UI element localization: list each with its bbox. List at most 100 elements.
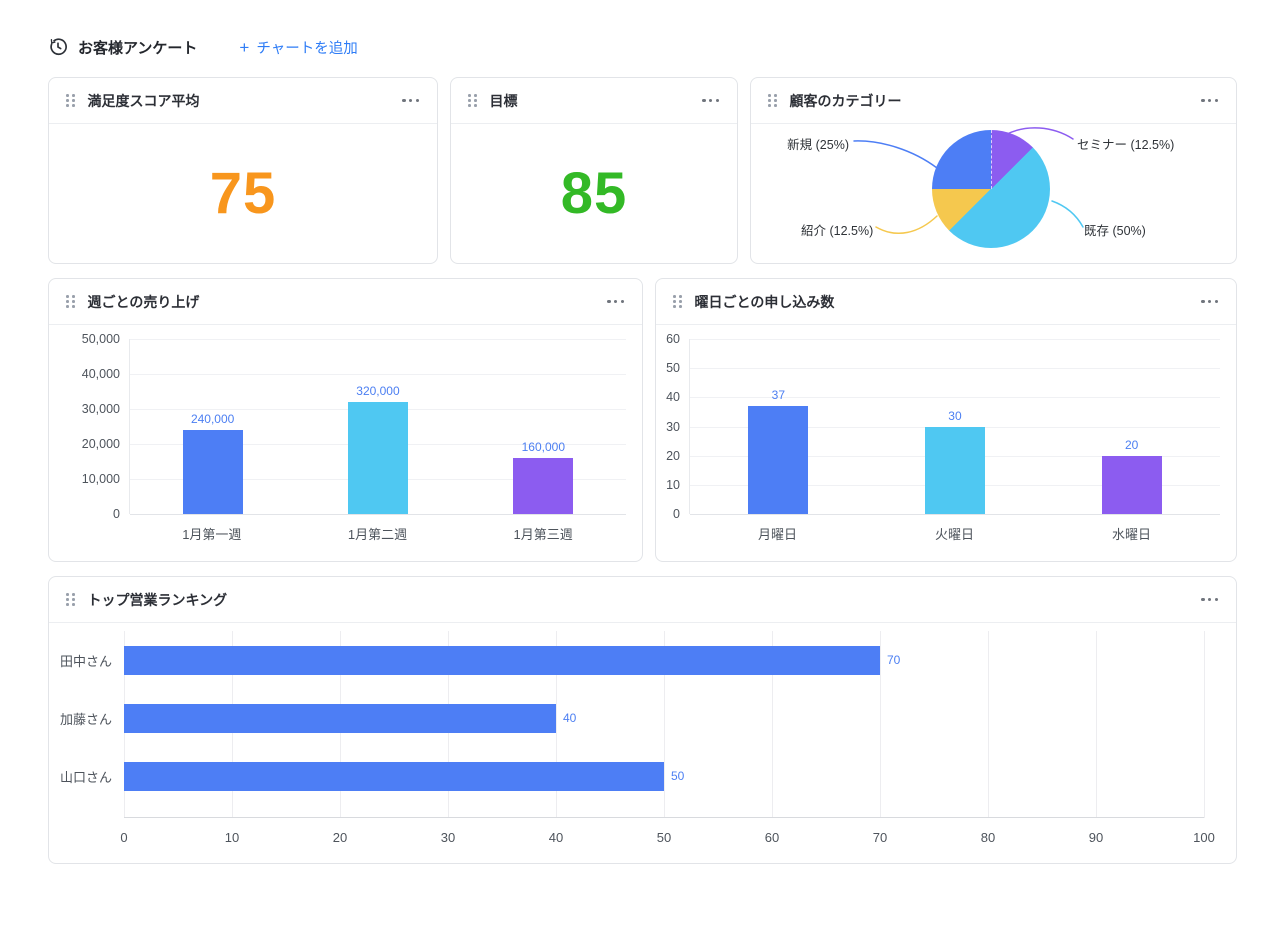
pie-slice-label: セミナー (12.5%) <box>1077 138 1175 152</box>
bar-value-label: 160,000 <box>521 440 565 454</box>
y-tick-label: 0 <box>673 507 680 521</box>
x-tick-label: 70 <box>872 830 888 845</box>
y-tick-label: 20,000 <box>81 437 120 451</box>
bar <box>748 406 809 514</box>
gridline <box>1204 631 1205 818</box>
x-axis-line <box>124 817 1204 818</box>
card-header: 目標 <box>451 78 737 124</box>
x-category-label: 月曜日 <box>757 527 797 542</box>
y-tick-label: 60 <box>666 332 680 346</box>
pie-slice-label: 紹介 (12.5%) <box>801 224 874 238</box>
plot-area: 50,000 40,000 30,000 20,000 10,000 0 240,000 32… <box>82 332 626 521</box>
pie-slice-label: 新規 (25%) <box>787 138 849 152</box>
more-menu-button[interactable] <box>700 93 721 108</box>
y-tick-label: 20 <box>666 448 680 463</box>
card-satisfaction-average: 満足度スコア平均 75 <box>48 77 438 264</box>
page-title: お客様アンケート <box>78 39 198 57</box>
card-customer-categories: 顧客のカテゴリー セミナー (12.5%) 既存 (50%) 紹介 (12.5%) 新… <box>750 77 1237 264</box>
x-tick-label: 20 <box>332 830 348 845</box>
gridline <box>556 631 557 818</box>
leader-line <box>875 215 938 235</box>
y-tick-label: 40 <box>666 390 680 405</box>
card-title: 顧客のカテゴリー <box>789 92 902 109</box>
gridline <box>880 631 881 818</box>
gridline <box>988 631 989 818</box>
add-chart-label: チャートを追加 <box>256 40 358 57</box>
card-title: 満足度スコア平均 <box>87 92 200 109</box>
drag-handle-icon[interactable] <box>65 590 76 609</box>
add-chart-button[interactable]: + チャートを追加 <box>239 37 357 58</box>
leader-line <box>1004 127 1074 140</box>
bar <box>124 645 880 675</box>
bar <box>513 458 574 514</box>
plus-icon: + <box>239 37 250 57</box>
more-menu-button[interactable] <box>605 294 626 309</box>
card-weekday-signups: 曜日ごとの申し込み数 60 50 40 30 20 10 0 37 30 20 月曜日 火曜日 水曜日 <box>655 278 1237 562</box>
more-menu-button[interactable] <box>1199 93 1220 108</box>
drag-handle-icon[interactable] <box>767 91 778 110</box>
gridline <box>1096 631 1097 818</box>
gridline <box>130 339 626 340</box>
clock-history-icon <box>48 37 68 57</box>
y-tick-label: 10,000 <box>81 472 120 486</box>
leader-line <box>1051 200 1084 228</box>
bar-value-label: 40 <box>563 711 577 725</box>
bar-row: 加藤さん 40 <box>60 689 1204 747</box>
y-category-label: 山口さん <box>59 769 112 785</box>
bar-group: 30 <box>924 339 985 514</box>
bar-value-label: 37 <box>771 388 785 403</box>
plot-area: 田中さん 70 加藤さん 40 山口さん 50 <box>60 631 1205 818</box>
x-tick-label: 60 <box>764 830 780 845</box>
x-category-label: 火曜日 <box>934 527 974 542</box>
y-tick-label: 50,000 <box>81 332 120 346</box>
drag-handle-icon[interactable] <box>65 91 76 110</box>
x-tick-label: 0 <box>120 830 128 845</box>
card-header: 顧客のカテゴリー <box>751 78 1236 124</box>
bar-value-label: 320,000 <box>356 384 400 398</box>
bar-group: 240,000 <box>182 339 243 514</box>
card-goal: 目標 85 <box>450 77 738 264</box>
card-title: トップ営業ランキング <box>87 591 228 608</box>
bars: 37 30 20 <box>690 339 1220 514</box>
x-category-label: 1月第一週 <box>182 527 242 542</box>
drag-handle-icon[interactable] <box>65 292 76 311</box>
bar-value-label: 20 <box>1124 437 1139 452</box>
bar <box>124 761 664 791</box>
bar-value-label: 30 <box>948 408 962 423</box>
more-menu-button[interactable] <box>1199 592 1220 607</box>
bar-row: 山口さん 50 <box>60 747 1204 805</box>
y-category-label: 加藤さん <box>59 711 112 727</box>
card-weekly-sales: 週ごとの売り上げ 50,000 40,000 30,000 20,000 10,000 0… <box>48 278 643 562</box>
more-menu-button[interactable] <box>400 93 421 108</box>
y-category-label: 田中さん <box>59 653 112 669</box>
pie-slice-label: 既存 (50%) <box>1084 224 1146 238</box>
x-category-label: 1月第二週 <box>347 527 408 542</box>
x-category-label: 1月第三週 <box>513 527 573 542</box>
card-title: 週ごとの売り上げ <box>87 293 200 310</box>
bar-value-label: 240,000 <box>190 412 235 426</box>
x-tick-label: 10 <box>224 830 240 845</box>
more-menu-button[interactable] <box>1199 294 1220 309</box>
y-tick-label: 10 <box>666 477 680 492</box>
gridline <box>130 514 626 515</box>
y-tick-label: 40,000 <box>81 367 120 381</box>
bar <box>347 402 408 514</box>
horizontal-bar-chart: 田中さん 70 加藤さん 40 山口さん 50 0 10 20 30 40 50 60 70 80 90 100 <box>49 623 1236 863</box>
card-sales-ranking: トップ営業ランキング 田中さん 70 加藤さん 40 山口さん 50 0 10 20 30 40 50… <box>48 576 1237 864</box>
card-header: 曜日ごとの申し込み数 <box>656 279 1236 325</box>
x-tick-label: 50 <box>656 830 672 845</box>
bar <box>124 703 556 733</box>
y-tick-label: 0 <box>113 507 120 521</box>
card-header: 週ごとの売り上げ <box>49 279 642 325</box>
y-tick-label: 30,000 <box>81 402 120 416</box>
kpi-value: 85 <box>560 161 628 226</box>
gridline <box>690 514 1220 515</box>
bar <box>1101 455 1162 514</box>
y-tick-label: 30 <box>666 419 680 434</box>
drag-handle-icon[interactable] <box>467 91 478 110</box>
pie-graphic <box>932 130 1050 248</box>
bars: 240,000 320,000 160,000 <box>130 339 626 514</box>
drag-handle-icon[interactable] <box>672 292 683 311</box>
bar-group: 20 <box>1101 339 1162 514</box>
gridline <box>690 397 1220 399</box>
